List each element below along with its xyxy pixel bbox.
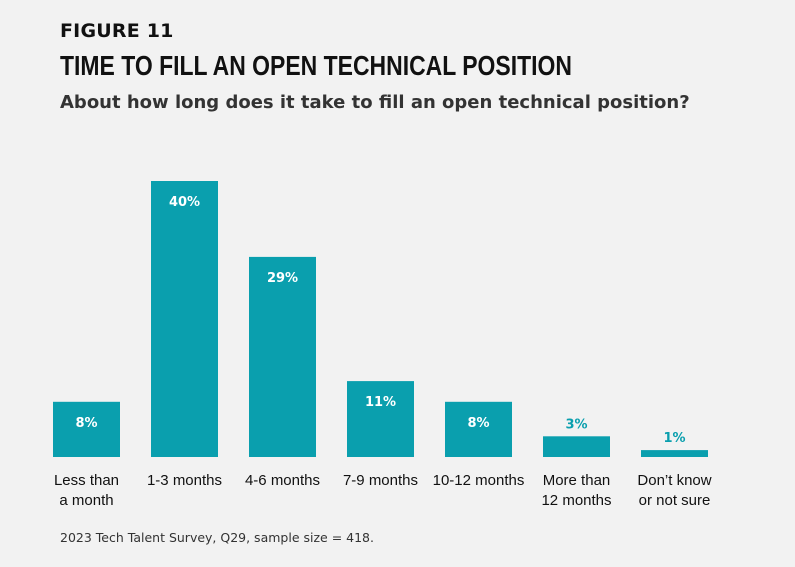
bar-value-label-2: 29% (267, 271, 298, 286)
bar-4 (445, 401, 512, 457)
x-tick-label-1: 1-3 months (147, 472, 222, 489)
bar-value-label-1: 40% (169, 195, 200, 210)
bar-value-label-4: 8% (467, 416, 489, 431)
bar-5 (543, 436, 610, 457)
chart-subtitle: About how long does it take to fill an o… (60, 92, 690, 113)
source-note: 2023 Tech Talent Survey, Q29, sample siz… (60, 530, 374, 545)
x-tick-label-5: More than 12 months (541, 472, 611, 509)
bar-6 (641, 450, 708, 457)
bar-value-label-5: 3% (565, 417, 587, 432)
figure-label: FIGURE 11 (60, 20, 174, 42)
x-tick-label-0: Less than a month (54, 472, 119, 509)
x-tick-label-2: 4-6 months (245, 472, 320, 489)
bar-value-label-6: 1% (663, 431, 685, 446)
x-tick-label-3: 7-9 months (343, 472, 418, 489)
bar-value-label-3: 11% (365, 395, 396, 410)
bar-value-label-0: 8% (75, 416, 97, 431)
chart-title: TIME TO FILL AN OPEN TECHNICAL POSITION (60, 50, 572, 81)
bar-1 (151, 181, 218, 457)
bar-2 (249, 256, 316, 457)
bar-3 (347, 381, 414, 457)
bar-0 (53, 401, 120, 457)
x-tick-label-6: Don’t know or not sure (637, 472, 711, 509)
x-tick-label-4: 10-12 months (433, 472, 525, 489)
